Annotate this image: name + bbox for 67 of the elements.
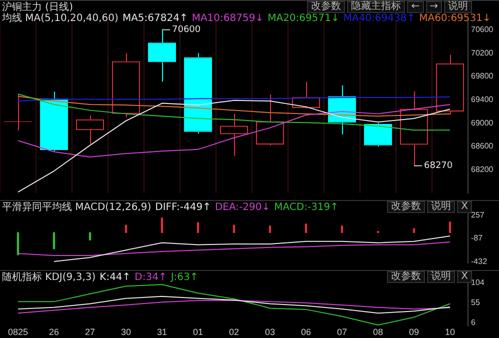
y-tick-label: 68600 <box>471 142 494 151</box>
annotation: X <box>457 201 472 213</box>
y-tick-label: 69400 <box>471 95 494 104</box>
y-tick-label: 55 <box>471 298 480 308</box>
chart-title: 随机指标 KDJ(9,3,3) <box>2 272 96 282</box>
annotation: 70600 <box>172 25 201 36</box>
text: → <box>426 1 442 13</box>
bar <box>124 224 128 233</box>
text: MA40:69438↑ <box>343 13 416 24</box>
text: DEA:-290↓ <box>214 202 270 212</box>
y-tick-label: 69800 <box>471 72 494 81</box>
annotation: 改参数 <box>387 271 426 283</box>
chart-title: 沪铜主力 (日线) <box>2 2 73 12</box>
bar <box>448 222 452 233</box>
series-label: J:63↑ <box>170 272 198 282</box>
bar <box>160 218 164 233</box>
bar <box>196 222 200 233</box>
x-tick-label: 07 <box>336 327 348 338</box>
y-tick-label: 69000 <box>471 118 494 128</box>
bar <box>268 226 272 233</box>
candlestick <box>364 122 392 147</box>
y-tick-label: -87 <box>471 234 484 243</box>
annotation: 说明 <box>427 271 456 283</box>
series-label: MACD:-319↑ <box>274 202 339 212</box>
x-tick-label: 01 <box>192 327 204 338</box>
x-tick-label: 31 <box>156 327 168 338</box>
y-tick-label: 6 <box>471 318 476 328</box>
bar <box>304 224 308 233</box>
y-tick-label: 104 <box>471 278 485 288</box>
bar <box>52 232 56 250</box>
y-tick-label: 70200 <box>471 48 494 58</box>
y-tick-label: 257 <box>471 210 485 220</box>
text: MA20:69571↓ <box>268 13 340 24</box>
bar <box>340 226 344 233</box>
text: 隐藏主指标 <box>347 1 406 13</box>
bar <box>232 224 236 233</box>
annotation: 改参数 <box>387 201 426 213</box>
x-tick-label: 27 <box>84 327 96 338</box>
text: 说明 <box>444 1 472 13</box>
candlestick <box>184 52 212 134</box>
x-tick-label: 0825 <box>8 327 28 338</box>
x-tick-label: 10 <box>444 327 456 338</box>
bar <box>88 232 92 240</box>
x-tick-label: 26 <box>48 327 60 338</box>
text: MA5:67824↑ <box>122 13 188 24</box>
text: MA60:69531↓ <box>419 13 491 24</box>
x-tick-label: 06 <box>300 327 312 338</box>
annotation: 68270 <box>424 161 453 172</box>
text: DIFF:-449↑ <box>155 202 211 212</box>
candlestick <box>40 91 68 152</box>
annotation: 说明 <box>427 201 456 213</box>
text: 改参数 <box>307 1 346 13</box>
y-tick-label: 70600 <box>471 24 494 34</box>
series-label: K:44↑ <box>100 272 131 282</box>
y-tick-label: -432 <box>471 256 488 266</box>
text: ← <box>407 1 424 13</box>
x-tick-label: 03 <box>264 327 276 338</box>
annotation: X <box>457 271 472 283</box>
x-tick-label: 02 <box>228 327 240 338</box>
chart-title: 平滑异同平均线 MACD(12,26,9) <box>2 202 152 212</box>
y-tick-label: 68200 <box>471 165 494 174</box>
text: MA10:68759↓ <box>192 13 264 24</box>
series-label: D:34↑ <box>134 272 167 282</box>
x-tick-label: 30 <box>120 327 132 338</box>
x-tick-label: 08 <box>372 327 384 338</box>
x-tick-label: 09 <box>408 327 420 338</box>
legend-title: 均线 MA(5,10,20,40,60) <box>2 13 118 24</box>
